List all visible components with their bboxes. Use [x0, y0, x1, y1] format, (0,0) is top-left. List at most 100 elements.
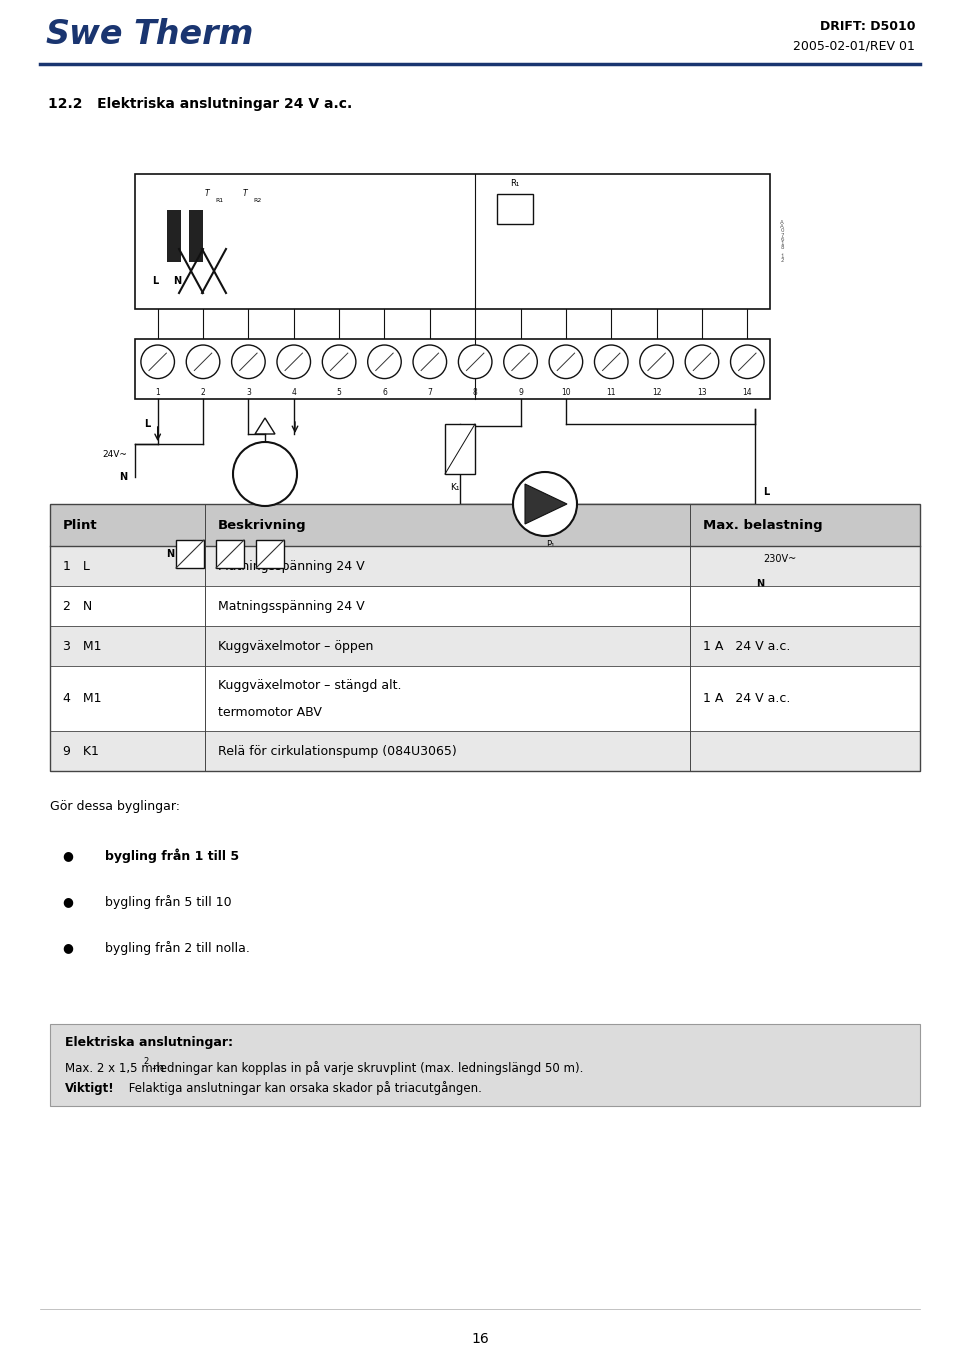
Text: 4: 4: [291, 387, 297, 397]
Bar: [205, 587, 690, 626]
Text: 1: 1: [156, 387, 160, 397]
Bar: [690, 626, 920, 666]
Text: K₁: K₁: [450, 483, 460, 491]
Text: 2005-02-01/REV 01: 2005-02-01/REV 01: [793, 40, 915, 52]
Text: Relä för cirkulationspump (084U3065): Relä för cirkulationspump (084U3065): [218, 745, 457, 757]
Text: bygling från 2 till nolla.: bygling från 2 till nolla.: [105, 941, 250, 955]
Bar: [690, 505, 920, 546]
Text: Elektriska anslutningar:: Elektriska anslutningar:: [65, 1035, 233, 1049]
Text: Felaktiga anslutningar kan orsaka skador på triacutgången.: Felaktiga anslutningar kan orsaka skador…: [125, 1082, 482, 1095]
Text: 5: 5: [337, 387, 342, 397]
Circle shape: [368, 345, 401, 379]
Bar: [50, 1024, 920, 1106]
Bar: [205, 546, 690, 587]
Circle shape: [323, 345, 356, 379]
Text: Matningsspänning 24 V: Matningsspänning 24 V: [218, 600, 365, 612]
Text: R₁: R₁: [511, 180, 519, 188]
Bar: [256, 540, 284, 567]
Text: -ledningar kan kopplas in på varje skruvplint (max. ledningslängd 50 m).: -ledningar kan kopplas in på varje skruv…: [152, 1061, 584, 1075]
Text: 3: 3: [246, 387, 251, 397]
Bar: [497, 194, 533, 224]
Text: Matningsspänning 24 V: Matningsspänning 24 V: [218, 559, 365, 573]
Text: Therm: Therm: [133, 18, 253, 50]
Text: 1 A   24 V a.c.: 1 A 24 V a.c.: [703, 640, 790, 652]
Text: 1   L: 1 L: [63, 559, 90, 573]
Text: N: N: [119, 472, 127, 481]
Bar: [205, 505, 690, 546]
Text: termomotor ABV: termomotor ABV: [218, 707, 322, 719]
Text: bygling från 5 till 10: bygling från 5 till 10: [105, 895, 231, 908]
Text: Kuggväxelmotor – öppen: Kuggväxelmotor – öppen: [218, 640, 373, 652]
Text: 10: 10: [561, 387, 570, 397]
Text: N: N: [166, 548, 174, 559]
Text: R1: R1: [215, 198, 223, 202]
Circle shape: [513, 472, 577, 536]
Bar: [167, 210, 181, 262]
Text: L: L: [763, 487, 769, 496]
Text: 3   M1: 3 M1: [63, 640, 102, 652]
Text: 7: 7: [427, 387, 432, 397]
Text: 4   M1: 4 M1: [63, 692, 102, 705]
Bar: [50, 505, 920, 771]
Text: bygling från 1 till 5: bygling från 1 till 5: [105, 848, 239, 863]
Text: Viktigt!: Viktigt!: [65, 1082, 114, 1094]
Text: 2   N: 2 N: [63, 600, 92, 612]
Polygon shape: [525, 484, 567, 524]
Text: 24V~: 24V~: [102, 450, 127, 458]
Text: Plint: Plint: [63, 518, 98, 532]
Text: N: N: [173, 276, 181, 286]
Bar: [216, 540, 244, 567]
Circle shape: [233, 442, 297, 506]
Bar: [176, 540, 204, 567]
Text: 16: 16: [471, 1333, 489, 1346]
Circle shape: [141, 345, 175, 379]
Text: 1 A   24 V a.c.: 1 A 24 V a.c.: [703, 692, 790, 705]
Bar: [50, 546, 205, 587]
Bar: [50, 587, 205, 626]
Bar: [50, 666, 205, 731]
Text: 2: 2: [201, 387, 205, 397]
Text: Max. 2 x 1,5 mm: Max. 2 x 1,5 mm: [65, 1061, 164, 1075]
Circle shape: [731, 345, 764, 379]
Text: 13: 13: [697, 387, 707, 397]
Text: L: L: [145, 419, 151, 430]
Bar: [50, 731, 205, 771]
Text: ●: ●: [62, 941, 73, 955]
Text: Gör dessa byglingar:: Gör dessa byglingar:: [50, 799, 180, 813]
Text: M₁: M₁: [257, 469, 273, 479]
Text: 9: 9: [518, 387, 523, 397]
Bar: [205, 666, 690, 731]
Text: 230V~: 230V~: [763, 554, 796, 563]
Text: 14: 14: [742, 387, 752, 397]
Text: 6: 6: [382, 387, 387, 397]
Bar: [189, 210, 203, 262]
Text: P₁: P₁: [545, 540, 554, 548]
Text: 9   K1: 9 K1: [63, 745, 99, 757]
Circle shape: [458, 345, 492, 379]
Text: Swe: Swe: [45, 18, 123, 50]
Bar: [135, 340, 770, 400]
Circle shape: [504, 345, 538, 379]
Text: 2: 2: [143, 1057, 148, 1065]
Text: 11: 11: [607, 387, 616, 397]
Circle shape: [594, 345, 628, 379]
Text: 12: 12: [652, 387, 661, 397]
Circle shape: [549, 345, 583, 379]
Bar: [50, 626, 205, 666]
Circle shape: [231, 345, 265, 379]
Circle shape: [186, 345, 220, 379]
Text: ●: ●: [62, 896, 73, 908]
Bar: [690, 666, 920, 731]
Text: Kuggväxelmotor – stängd alt.: Kuggväxelmotor – stängd alt.: [218, 679, 401, 692]
Bar: [205, 626, 690, 666]
Circle shape: [413, 345, 446, 379]
Text: T: T: [204, 190, 209, 199]
Text: R2: R2: [253, 198, 261, 202]
Circle shape: [685, 345, 719, 379]
Text: DRIFT: D5010: DRIFT: D5010: [820, 19, 915, 33]
Bar: [135, 175, 770, 310]
Text: 8: 8: [473, 387, 477, 397]
Bar: [690, 587, 920, 626]
Text: T: T: [243, 190, 248, 199]
Text: N: N: [756, 578, 764, 589]
